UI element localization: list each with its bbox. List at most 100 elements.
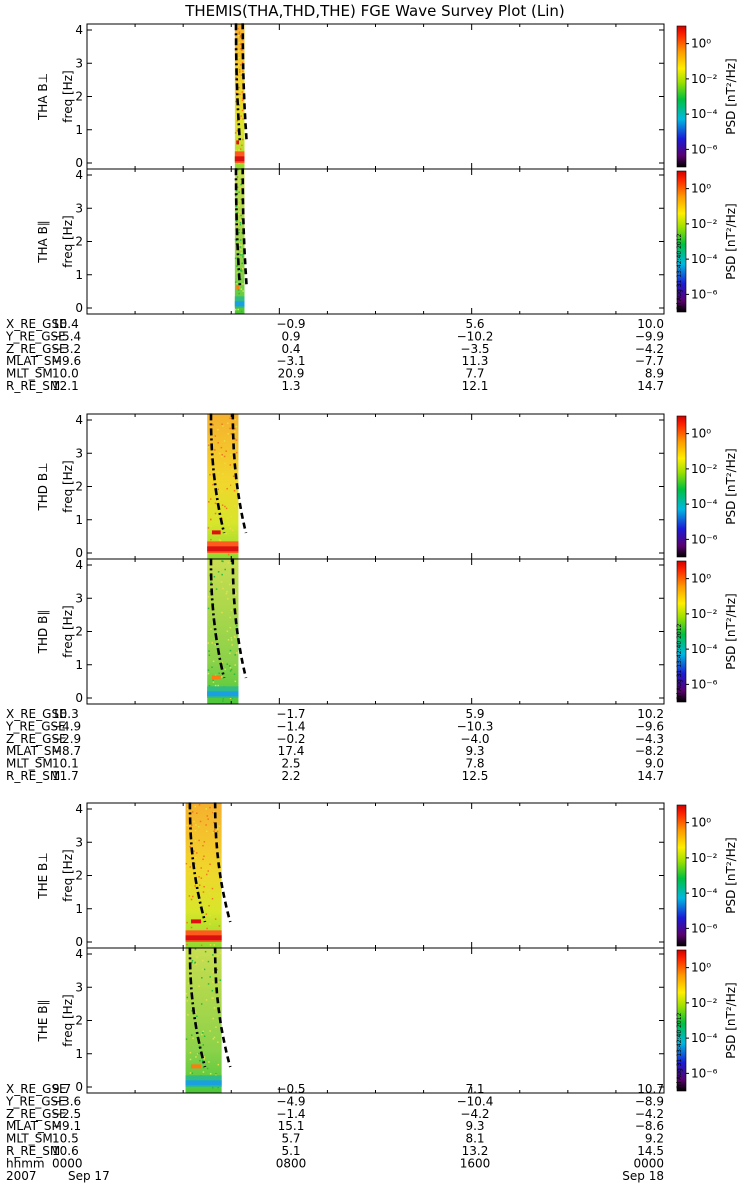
ephemeris-value: 10.0 xyxy=(637,317,664,331)
spectrogram-speckle xyxy=(196,812,198,814)
spectrogram-speckle xyxy=(212,1038,215,1040)
gyrofrequency-curve xyxy=(213,947,232,1068)
ephemeris-value: 9.3 xyxy=(465,744,484,758)
spectrogram-speckle xyxy=(239,117,241,119)
y-tick-label: 1 xyxy=(75,1047,83,1061)
spectrogram-speckle xyxy=(232,475,235,477)
spectrogram-speckle xyxy=(239,220,242,222)
spectrogram-speckle xyxy=(207,669,210,671)
spectrogram-speckle xyxy=(239,71,241,73)
spectrogram-speckle xyxy=(233,587,236,589)
spectrogram-speckle xyxy=(190,926,193,929)
y-tick-label: 4 xyxy=(75,23,83,37)
spectrogram-speckle xyxy=(237,169,239,171)
spectrogram-speckle xyxy=(217,442,219,444)
spectrogram-speckle xyxy=(214,684,217,687)
spectrogram-speckle xyxy=(211,666,213,669)
ephemeris-name: Y_RE_GSE xyxy=(5,329,66,343)
ephemeris-value: 10.4 xyxy=(52,317,79,331)
ephemeris-value: 7.7 xyxy=(465,367,484,381)
spectrogram-speckle xyxy=(234,664,237,666)
spectrogram-speckle xyxy=(186,1000,189,1002)
spectrogram-speckle xyxy=(237,289,240,291)
colorbar xyxy=(676,415,687,558)
gyrofrequency-curve xyxy=(234,23,242,144)
ephemeris-name: MLT_SM xyxy=(6,757,53,771)
spectrogram-speckle xyxy=(239,81,241,83)
spectrogram-speckle xyxy=(241,49,243,52)
y-tick-label: 1 xyxy=(75,902,83,916)
spectrogram-speckle xyxy=(198,839,200,842)
spectrogram-speckle xyxy=(240,198,243,201)
spectrogram-speckle xyxy=(218,539,221,541)
ephemeris-value: −1.4 xyxy=(276,1107,305,1121)
spectrogram-speckle xyxy=(241,232,243,234)
spectrogram-speckle xyxy=(226,422,229,425)
spectrogram-speckle xyxy=(212,832,214,834)
spectrogram-speckle xyxy=(215,1073,217,1075)
spectrogram-speckle xyxy=(238,232,240,234)
spectrogram-speckle xyxy=(238,242,240,245)
ephemeris-value: 9.7 xyxy=(52,1082,71,1096)
gyrofrequency-curve xyxy=(209,413,226,534)
spectrogram-speckle xyxy=(238,223,240,226)
spectrogram-speckle xyxy=(210,505,212,507)
spectrogram-speckle xyxy=(238,191,240,193)
spectrogram-speckle xyxy=(229,697,232,699)
spectrogram-speckle xyxy=(236,482,238,484)
spectrogram-speckle xyxy=(218,925,221,927)
spectrogram-speckle xyxy=(236,186,239,188)
panel-thd-bpar: 0 1 2 3 4 THD B∥ freq [Hz] 10⁰ 10⁻² 10⁻⁴ 10⁻⁶ PSD [… xyxy=(36,558,738,705)
spectrogram-speckle xyxy=(198,884,201,886)
spectrogram-speckle xyxy=(222,560,224,563)
spectrogram-speckle xyxy=(194,948,197,950)
colorbar xyxy=(676,804,687,947)
spectrogram-speckle xyxy=(238,104,241,106)
spectrogram-speckle xyxy=(190,826,192,828)
spectrogram-speckle xyxy=(231,468,233,471)
colorbar-label: PSD [nT²/Hz] xyxy=(724,837,738,913)
spectral-line xyxy=(236,285,239,290)
spectrogram-speckle xyxy=(190,974,193,976)
spectrogram-speckle xyxy=(208,650,210,652)
spectrogram-speckle xyxy=(234,680,237,683)
spectrogram-speckle xyxy=(240,72,242,74)
spectrogram-speckle xyxy=(242,114,244,117)
spectrogram-speckle xyxy=(239,187,241,190)
spectrogram-speckle xyxy=(228,583,231,586)
y-tick-label: 3 xyxy=(75,446,83,460)
spectrogram-speckle xyxy=(236,272,239,274)
spectrogram-speckle xyxy=(196,956,198,958)
y-tick-label: 0 xyxy=(75,156,83,170)
panel-label: THE B⊥ xyxy=(36,852,50,899)
spectrogram-speckle xyxy=(207,960,210,963)
spectrogram-speckle xyxy=(209,914,211,917)
colorbar-tick-label: 10⁻⁶ xyxy=(691,287,718,301)
spectrogram-speckle xyxy=(211,642,213,644)
spectrogram-speckle xyxy=(235,592,237,595)
spectrogram-speckle xyxy=(185,862,188,865)
spectrogram-speckle xyxy=(242,138,244,141)
spectrogram-speckle xyxy=(207,983,210,985)
spectrogram-speckle xyxy=(209,923,211,925)
gyrofrequency-curve xyxy=(241,23,249,144)
ephemeris-value: −8.2 xyxy=(635,744,664,758)
ephemeris-value: 10.5 xyxy=(52,1132,79,1146)
spectrogram-speckle xyxy=(189,873,191,875)
ephemeris-name: R_RE_SM xyxy=(6,379,60,393)
spectrogram-speckle xyxy=(240,183,242,186)
spectrogram-speckle xyxy=(202,891,205,893)
ephemeris-value: −0.5 xyxy=(276,1082,305,1096)
y-tick-label: 3 xyxy=(75,591,83,605)
ephemeris-value: 13.2 xyxy=(462,1144,489,1158)
spectrogram-speckle xyxy=(202,1032,204,1034)
ephemeris-value: 14.5 xyxy=(637,1144,664,1158)
spectrogram-speckle xyxy=(242,283,244,285)
spectrogram-speckle xyxy=(218,825,221,827)
spectrogram-speckle xyxy=(214,643,217,646)
y-tick-label: 2 xyxy=(75,480,83,494)
colorbar-tick-label: 10⁻⁴ xyxy=(691,1031,718,1045)
ephemeris-value: −8.7 xyxy=(52,744,81,758)
spectrogram-speckle xyxy=(226,590,228,593)
